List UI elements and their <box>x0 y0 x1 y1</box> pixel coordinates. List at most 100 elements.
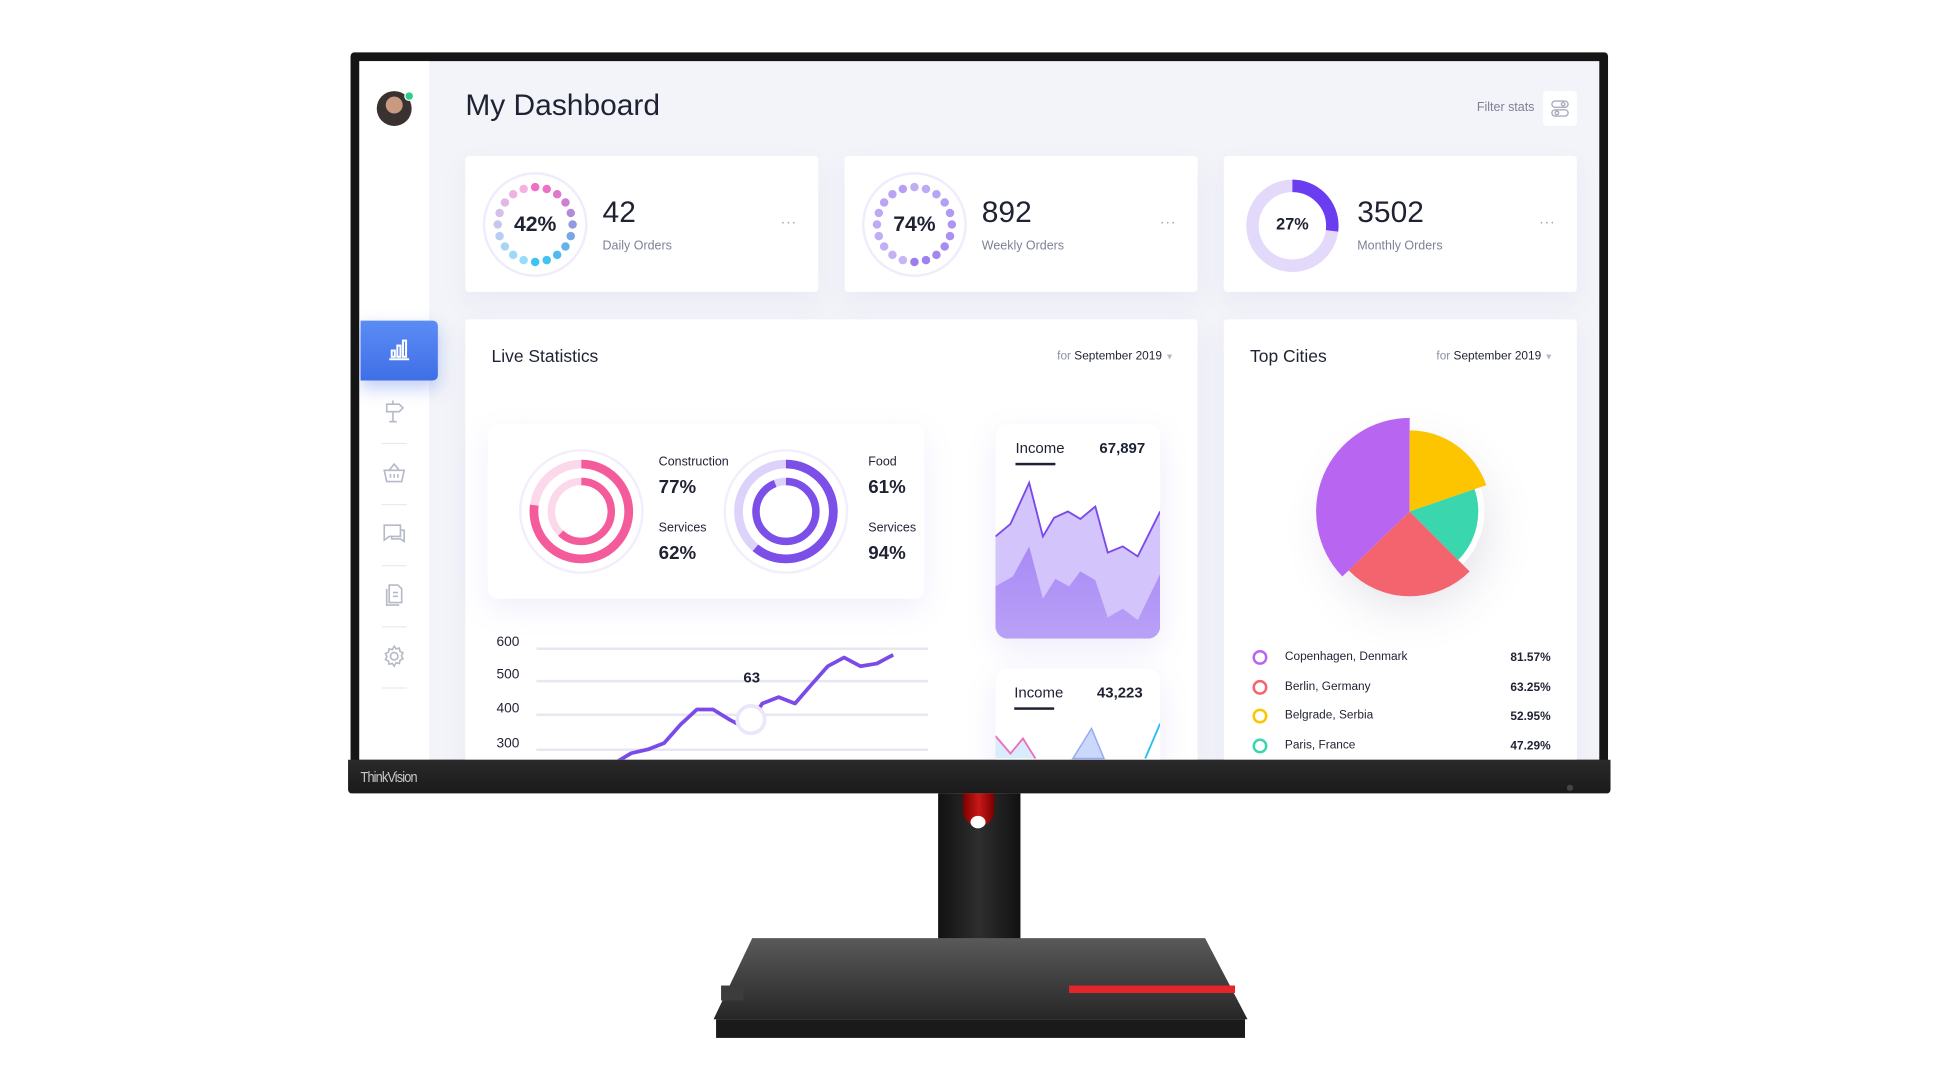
ring-dot <box>493 220 502 229</box>
chevron-down-icon: ▼ <box>1544 353 1554 362</box>
ring-dot <box>552 190 562 199</box>
legend-city: Belgrade, Serbia <box>1284 709 1374 723</box>
more-options-button[interactable]: ... <box>780 209 798 228</box>
period-prefix: for <box>1057 349 1072 364</box>
line-chart <box>616 653 895 760</box>
kpi-percent: 27% <box>1276 214 1309 234</box>
period-value: September 2019 <box>1074 349 1162 364</box>
donut-value: 77% <box>658 476 697 498</box>
legend-item: Copenhagen, Denmark 81.57% <box>1250 649 1562 669</box>
sidebar-divider <box>381 442 407 445</box>
income-line <box>995 479 1161 558</box>
lenovo-logo <box>721 985 744 1001</box>
income-area <box>995 736 1036 759</box>
ring-dot <box>874 231 884 241</box>
legend-value: 52.95% <box>1510 710 1551 725</box>
donut-value: 62% <box>658 542 697 564</box>
ring-dot <box>495 231 504 241</box>
sidebar-item-settings[interactable] <box>382 644 407 669</box>
legend-city: Paris, France <box>1284 738 1356 753</box>
donut-progress <box>1246 179 1339 272</box>
income-card: Income 67,897 <box>995 424 1161 639</box>
ring-dot <box>519 255 528 265</box>
sidebar-item-documents[interactable] <box>382 583 407 608</box>
sidebar-item-messages[interactable] <box>382 521 407 546</box>
highlight-label: 63 <box>743 668 761 686</box>
legend-ring-icon <box>1252 649 1268 665</box>
ring-dot <box>879 242 889 251</box>
sidebar <box>359 61 438 760</box>
ring-background <box>482 172 588 277</box>
pie-slice <box>1409 489 1479 560</box>
ring-dot <box>940 242 949 251</box>
panel-title: Live Statistics <box>491 345 599 366</box>
sidebar-item-signpost[interactable] <box>382 399 407 424</box>
more-options-button[interactable]: ... <box>1539 209 1556 228</box>
donut-value: 61% <box>868 476 906 498</box>
sidebar-item-basket[interactable] <box>382 460 407 485</box>
sidebar-item-statistics[interactable] <box>360 320 438 381</box>
sidebar-divider <box>381 687 407 689</box>
ring-dot <box>566 208 576 218</box>
filter-stats-button[interactable] <box>1543 91 1577 126</box>
income-value: 67,897 <box>1099 439 1146 457</box>
ring-dot <box>879 198 889 207</box>
ring-dot <box>921 255 931 265</box>
ring-dot <box>888 250 897 260</box>
y-tick-label: 500 <box>496 667 520 683</box>
power-button[interactable] <box>1566 784 1574 791</box>
kpi-label: Daily Orders <box>602 239 672 254</box>
kpi-value: 892 <box>981 195 1032 230</box>
income-line-pink <box>995 735 1037 759</box>
legend-ring-icon <box>1252 679 1268 695</box>
kpi-label: Monthly Orders <box>1357 239 1443 254</box>
sidebar-divider <box>381 503 407 506</box>
more-options-button[interactable]: ... <box>1160 209 1177 228</box>
gridline <box>536 679 929 682</box>
income-card: Income 43,223 <box>995 668 1161 760</box>
legend-item: Berlin, Germany 63.25% <box>1250 678 1562 698</box>
income-underline <box>1015 462 1056 465</box>
pie-slice <box>1409 430 1487 512</box>
ring-dot <box>921 184 931 194</box>
kpi-card-monthly: 27% 3502 Monthly Orders ... <box>1223 155 1577 292</box>
cable-hole <box>970 815 986 829</box>
donut-arc <box>734 459 838 564</box>
period-dropdown[interactable]: for September 2019 ▼ <box>1057 349 1174 363</box>
ring-dot <box>874 208 884 218</box>
ring-dot <box>932 190 941 199</box>
ring-dot <box>898 255 908 265</box>
ring-background <box>862 172 967 277</box>
donut-arc <box>547 477 616 546</box>
food-donut <box>723 449 849 574</box>
income-area-chart <box>995 479 1161 639</box>
income-area-blue <box>1071 726 1106 760</box>
gridline <box>536 713 929 716</box>
pie-slice <box>1316 417 1410 577</box>
filter-stats-label[interactable]: Filter stats <box>1476 101 1535 115</box>
highlight-marker <box>735 704 767 736</box>
kpi-card-daily: 42% 42 Daily Orders ... <box>465 155 819 292</box>
page-title: My Dashboard <box>465 88 661 123</box>
kpi-value: 42 <box>602 195 636 230</box>
donut-card: Construction 77% Services 62% Food 61% S… <box>487 424 925 599</box>
income-area-front <box>995 546 1161 639</box>
y-tick-label: 600 <box>496 634 520 650</box>
sidebar-divider <box>381 626 407 628</box>
income-value: 43,223 <box>1096 683 1143 702</box>
legend-item: Paris, France 47.29% <box>1250 737 1562 757</box>
ring-dot <box>945 231 955 241</box>
legend-value: 63.25% <box>1510 680 1551 695</box>
legend-city: Copenhagen, Denmark <box>1284 649 1408 664</box>
ring-dot <box>552 250 562 260</box>
toggles-icon <box>1551 100 1569 117</box>
period-dropdown[interactable]: for September 2019 ▼ <box>1436 349 1553 363</box>
ring-dot <box>566 231 576 241</box>
period-value: September 2019 <box>1453 349 1542 364</box>
ring-dot <box>561 198 570 207</box>
weekly-dot-ring <box>862 172 967 277</box>
legend-ring-icon <box>1252 709 1268 725</box>
ring-dot <box>568 220 577 229</box>
monitor-bezel: ThinkVision <box>348 759 1611 794</box>
kpi-percent: 42% <box>513 212 557 236</box>
